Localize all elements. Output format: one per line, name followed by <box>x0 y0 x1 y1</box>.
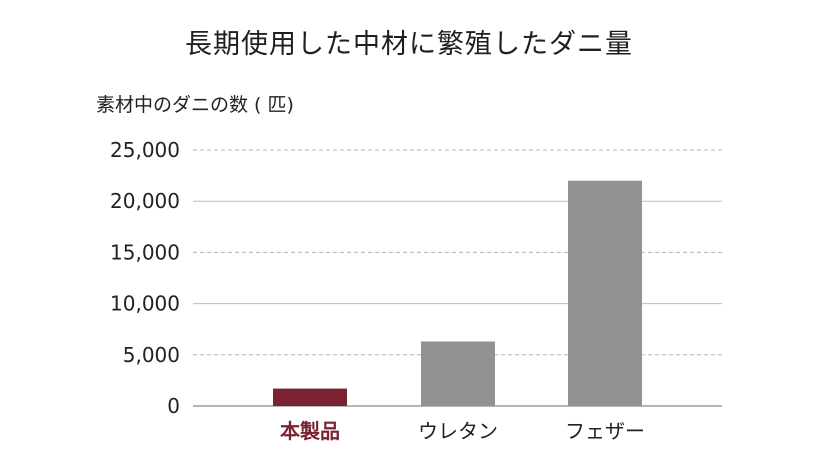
bar <box>568 180 642 406</box>
y-tick-label: 0 <box>167 394 180 418</box>
y-tick-label: 25,000 <box>110 138 180 162</box>
y-tick-label: 20,000 <box>110 189 180 213</box>
x-tick-label: 本製品 <box>280 419 340 443</box>
y-axis-label: 素材中のダニの数 ( 匹) <box>96 94 294 116</box>
chart-title: 長期使用した中材に繁殖したダニ量 <box>185 29 633 60</box>
y-tick-label: 5,000 <box>123 343 180 367</box>
x-tick-label: ウレタン <box>418 419 498 443</box>
bar <box>421 341 495 406</box>
bar <box>273 388 347 406</box>
y-tick-label: 15,000 <box>110 240 180 264</box>
x-tick-label: フェザー <box>565 419 645 443</box>
y-tick-label: 10,000 <box>110 292 180 316</box>
